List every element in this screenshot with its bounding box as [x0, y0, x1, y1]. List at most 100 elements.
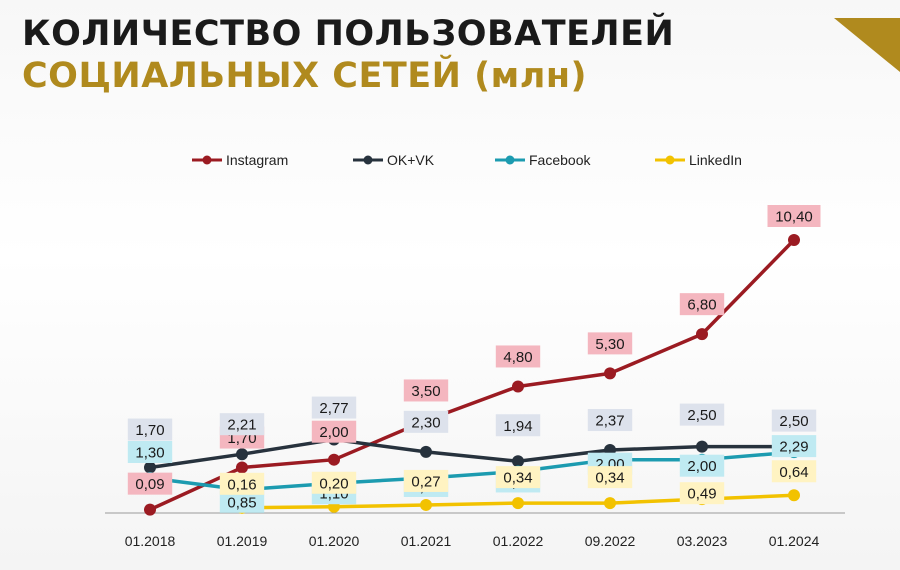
- title-line-1: КОЛИЧЕСТВО ПОЛЬЗОВАТЕЛЕЙ: [22, 14, 675, 54]
- data-label-linkedin: 0,34: [587, 466, 633, 489]
- data-label-text: 2,37: [595, 413, 624, 430]
- data-point-instagram: [328, 453, 340, 466]
- legend-label: LinkedIn: [689, 152, 742, 168]
- data-label-box: [587, 409, 633, 432]
- data-point-instagram: [236, 461, 248, 474]
- data-label-box: [495, 414, 541, 437]
- legend-marker: [363, 155, 373, 165]
- data-label-text: 0,27: [411, 473, 440, 490]
- data-label-box: [679, 454, 725, 477]
- data-label-box: [403, 379, 449, 402]
- data-label-text: 0,64: [779, 464, 808, 481]
- legend-item-instagram: Instagram: [192, 152, 288, 168]
- data-label-box: [127, 418, 173, 441]
- data-label-box: [587, 332, 633, 355]
- data-label-text: 2,50: [779, 413, 808, 430]
- data-label-box: [219, 413, 265, 436]
- data-label-text: 0,85: [227, 494, 256, 511]
- data-label-facebook: 2,29: [771, 435, 817, 458]
- x-tick-label: 01.2021: [401, 533, 452, 549]
- data-label-ok-vk: 2,77: [311, 396, 357, 419]
- data-label-box: [311, 420, 357, 443]
- x-tick-label: 01.2024: [769, 533, 820, 549]
- data-label-text: 2,21: [227, 417, 256, 434]
- data-label-linkedin: 0,64: [771, 460, 817, 483]
- x-tick-label: 01.2022: [493, 533, 544, 549]
- data-point-linkedin: [420, 498, 432, 511]
- data-label-instagram: 0,09: [127, 472, 173, 495]
- data-label-box: [679, 482, 725, 505]
- x-tick-label: 03.2023: [677, 533, 728, 549]
- data-label-text: 2,00: [687, 458, 716, 475]
- data-point-ok-vk: [236, 448, 248, 461]
- data-label-text: 6,80: [687, 297, 716, 314]
- data-label-box: [127, 441, 173, 463]
- data-label-facebook: 0,85: [219, 490, 265, 513]
- data-label-ok-vk: 2,37: [587, 409, 633, 432]
- data-label-text: 0,34: [503, 470, 532, 487]
- data-label-instagram: 4,80: [495, 345, 541, 368]
- data-label-text: 2,29: [779, 439, 808, 456]
- data-label-text: 0,34: [595, 470, 624, 487]
- legend-label: Facebook: [529, 152, 591, 168]
- data-label-instagram: 10,40: [767, 205, 821, 227]
- data-label-box: [403, 469, 449, 492]
- data-label-box: [679, 403, 725, 426]
- data-label-text: 1,70: [135, 422, 164, 439]
- data-label-box: [219, 472, 265, 495]
- data-label-text: 2,50: [687, 407, 716, 424]
- data-point-ok-vk: [696, 440, 708, 453]
- data-label-text: 0,09: [135, 476, 164, 493]
- data-label-text: 10,40: [775, 209, 813, 226]
- data-label-box: [219, 490, 265, 513]
- data-label-box: [311, 471, 357, 494]
- data-point-ok-vk: [420, 445, 432, 458]
- data-label-box: [311, 396, 357, 419]
- data-label-text: 2,77: [319, 400, 348, 417]
- data-label-ok-vk: 1,70: [127, 418, 173, 441]
- data-label-text: 1,94: [503, 418, 532, 435]
- data-label-facebook: 2,00: [679, 454, 725, 477]
- data-label-linkedin: 0,34: [495, 466, 541, 489]
- x-tick-label: 01.2019: [217, 533, 268, 549]
- data-label-facebook: 1,30: [127, 441, 173, 463]
- data-label-text: 0,16: [227, 476, 256, 493]
- title-line-2: СОЦИАЛЬНЫХ СЕТЕЙ (млн): [22, 56, 588, 96]
- data-label-text: 2,30: [411, 414, 440, 431]
- data-label-box: [127, 472, 173, 495]
- data-point-instagram: [788, 234, 800, 246]
- data-label-instagram: 3,50: [403, 379, 449, 402]
- data-label-instagram: 6,80: [679, 293, 725, 316]
- legend-marker: [665, 155, 675, 165]
- data-label-box: [587, 466, 633, 489]
- data-label-instagram: 2,00: [311, 420, 357, 443]
- data-label-box: [495, 466, 541, 489]
- data-point-linkedin: [604, 497, 616, 510]
- data-label-linkedin: 0,16: [219, 472, 265, 495]
- data-label-linkedin: 0,49: [679, 482, 725, 505]
- data-point-instagram: [144, 503, 156, 516]
- data-label-box: [771, 409, 817, 432]
- legend-marker: [202, 155, 212, 165]
- x-tick-label: 01.2020: [309, 533, 360, 549]
- data-point-instagram: [604, 367, 616, 380]
- data-label-text: 2,00: [319, 424, 348, 441]
- series-line-instagram: [149, 238, 796, 512]
- data-label-box: [403, 410, 449, 433]
- data-label-ok-vk: 2,50: [771, 409, 817, 432]
- data-point-ok-vk: [144, 461, 156, 474]
- data-label-ok-vk: 2,30: [403, 410, 449, 433]
- data-label-text: 0,49: [687, 486, 716, 503]
- data-label-ok-vk: 2,21: [219, 413, 265, 436]
- data-label-text: 1,30: [135, 445, 164, 462]
- data-point-ok-vk: [512, 455, 524, 468]
- legend-label: Instagram: [226, 152, 288, 168]
- data-point-linkedin: [512, 497, 524, 510]
- data-label-ok-vk: 1,94: [495, 414, 541, 437]
- data-label-text: 3,50: [411, 383, 440, 400]
- legend-label: OK+VK: [387, 152, 435, 168]
- legend-item-ok-vk: OK+VK: [353, 152, 435, 168]
